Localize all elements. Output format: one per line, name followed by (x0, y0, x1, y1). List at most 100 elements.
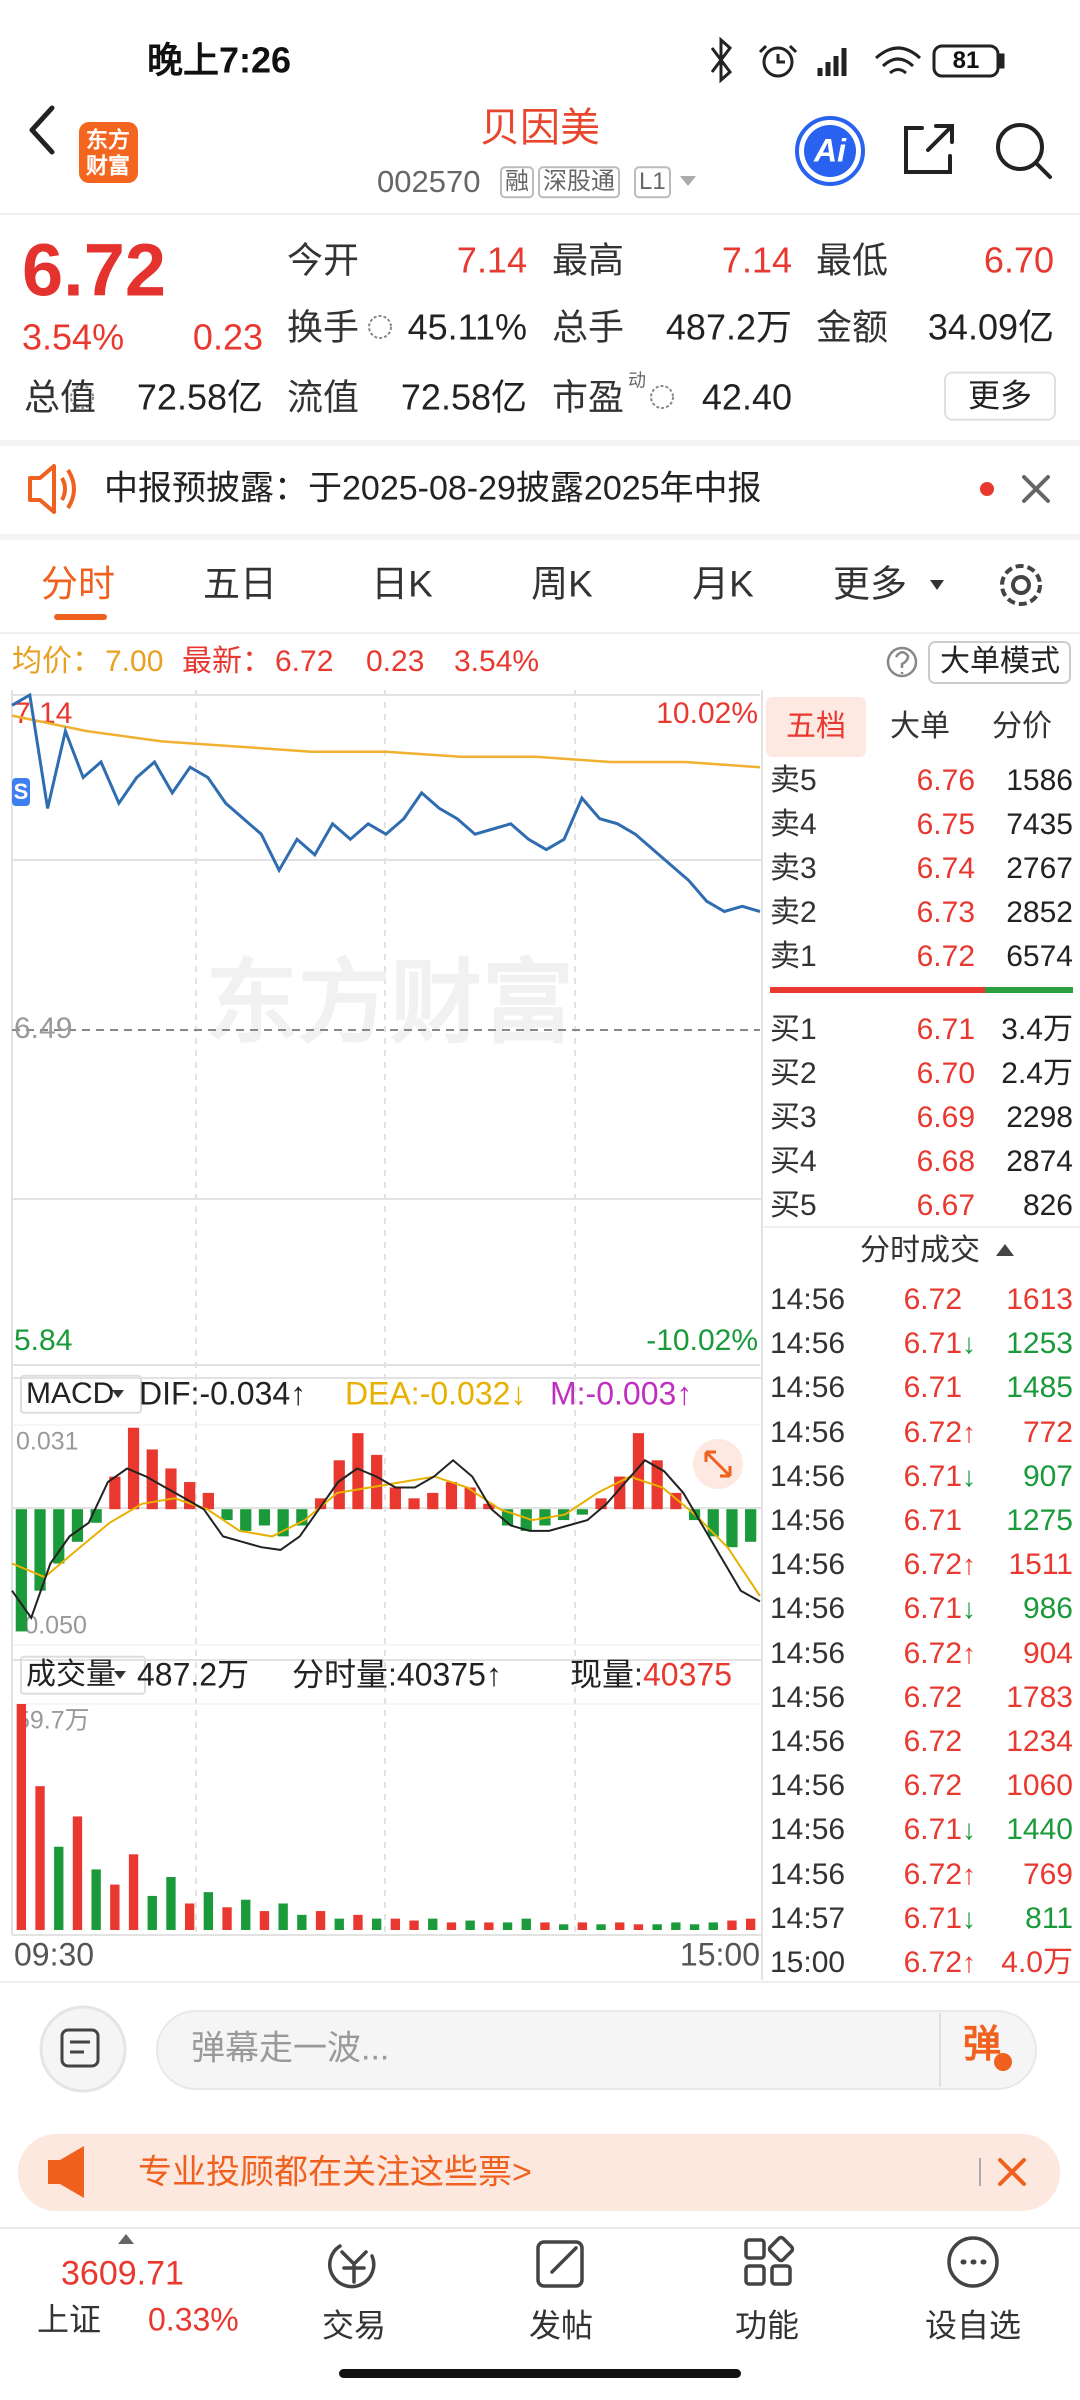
macd-bar (277, 1509, 289, 1537)
tab[interactable]: 周K (531, 563, 593, 605)
volume-bar (521, 1918, 531, 1930)
divider (0, 534, 1080, 540)
more-button[interactable]: 更多 (943, 371, 1057, 421)
collapse-icon[interactable] (996, 1244, 1014, 1256)
y-tick-label: 5.84 (14, 1324, 72, 1357)
macd-dif: DIF:-0.034↑ (139, 1375, 307, 1412)
trade-direction: ↑ (962, 1946, 976, 1978)
order-volume: 6574 (1006, 939, 1073, 973)
order-book-tab[interactable]: 大单 (890, 709, 950, 743)
current-volume-label: 现量: (570, 1656, 643, 1693)
trade-time: 15:00 (770, 1945, 846, 1979)
trade-time: 14:56 (770, 1813, 846, 1847)
macd-bar (670, 1492, 682, 1510)
order-volume: 2.4万 (1001, 1056, 1073, 1090)
big-order-mode-button[interactable] (928, 641, 1071, 684)
index-toggle[interactable] (118, 2234, 134, 2244)
order-book-tab[interactable]: 分价 (992, 709, 1052, 743)
macd-bar (258, 1509, 271, 1526)
tab[interactable]: 更多 (833, 563, 907, 605)
change-pct: 3.54% (22, 316, 125, 358)
trade-volume: 1613 (1006, 1282, 1073, 1316)
tab[interactable]: 月K (692, 563, 754, 605)
indicator-selector[interactable]: 成交量 (20, 1655, 146, 1695)
trade-time: 14:56 (770, 1459, 846, 1493)
volume-bar (689, 1924, 700, 1930)
tab[interactable]: 日K (371, 563, 433, 605)
settings-button[interactable] (1000, 564, 1042, 606)
macd-m: M:-0.003↑ (550, 1375, 693, 1412)
ai-button[interactable] (795, 116, 865, 186)
macd-bar (427, 1492, 439, 1510)
trade-price: 6.72 (903, 1857, 962, 1891)
volume-bar (54, 1846, 64, 1930)
badge (994, 2053, 1012, 2071)
indicator-selector[interactable]: MACD (20, 1374, 143, 1414)
info-icon (70, 385, 94, 409)
marker-label: S (14, 779, 29, 804)
help-icon[interactable] (886, 646, 918, 678)
nav-item[interactable]: 发帖 (528, 2307, 594, 2344)
volume-bar (390, 1918, 401, 1930)
trade-volume: 1253 (1006, 1326, 1073, 1360)
comment-placeholder[interactable]: 弹幕走一波... (191, 2029, 390, 2068)
y-tick-label: 6.49 (14, 1012, 72, 1045)
macd-bar (34, 1509, 46, 1591)
comment-input[interactable] (156, 2010, 1037, 2090)
close-notice[interactable] (1022, 475, 1050, 503)
close-ad[interactable] (998, 2158, 1026, 2186)
danmaku-button[interactable]: 弹 (962, 2024, 1002, 2067)
y2-tick-label: -10.02% (646, 1324, 758, 1357)
nav-item[interactable]: 交易 (321, 2307, 387, 2344)
trade-time: 14:56 (770, 1503, 846, 1537)
order-label: 卖3 (770, 851, 817, 885)
tab[interactable]: 分时 (41, 563, 115, 605)
stat-value: 6.70 (983, 239, 1054, 281)
change: 0.23 (192, 316, 263, 358)
order-price: 6.71 (916, 1012, 975, 1046)
volume-bar (147, 1895, 157, 1930)
nav-item[interactable]: 功能 (734, 2307, 800, 2344)
trade-price: 6.71 (903, 1326, 962, 1360)
divider (764, 1226, 1080, 1228)
macd-bar (240, 1509, 252, 1531)
dropdown-icon (114, 1671, 126, 1679)
stat-value: 72.58亿 (400, 376, 527, 418)
ad-text[interactable]: 专业投顾都在关注这些票> (138, 2153, 532, 2192)
big-order-mode[interactable]: 大单模式 (940, 644, 1060, 678)
order-label: 卖4 (770, 807, 817, 841)
nav-icons (328, 2235, 999, 2289)
watermark: 东方财富 (206, 952, 574, 1054)
order-price: 6.67 (916, 1188, 975, 1222)
avg-price: 7.00 (105, 644, 164, 678)
divider (0, 440, 1080, 446)
order-label: 卖2 (770, 895, 817, 929)
nav-item[interactable]: 设自选 (924, 2307, 1022, 2344)
trade-price: 6.71 (903, 1371, 962, 1405)
stat-value: 487.2万 (665, 306, 792, 348)
order-book-tab[interactable]: 五档 (786, 709, 846, 743)
avg-label: 均价： (12, 644, 102, 678)
macd-bar (614, 1476, 626, 1510)
plots: 东方财富 5.84 6.49 7.14 -10.02% 10.02% S 0.031 -0.05… (11, 176, 944, 1930)
volume-bar (558, 1924, 569, 1930)
stock-name: 贝因美 (480, 106, 600, 150)
comment-list-button[interactable] (39, 2005, 127, 2093)
volume-bar (596, 1924, 606, 1930)
macd-bar (314, 1498, 327, 1510)
app-logo (79, 122, 138, 183)
back-button[interactable] (29, 105, 55, 155)
share-button[interactable] (904, 124, 954, 174)
line (11, 1475, 761, 1597)
order-price: 6.70 (916, 1056, 975, 1090)
macd-bar (184, 1482, 196, 1510)
tab[interactable]: 五日 (203, 563, 277, 605)
macd-bar (745, 1509, 757, 1542)
search-button[interactable] (996, 123, 1052, 179)
order-label: 买2 (770, 1056, 817, 1090)
stat-label: 金额 (816, 306, 889, 348)
trade-time: 14:56 (770, 1282, 846, 1316)
trade-price: 6.72 (903, 1945, 962, 1979)
trade-time: 14:57 (770, 1901, 846, 1935)
ad-banner[interactable] (18, 2134, 1060, 2211)
